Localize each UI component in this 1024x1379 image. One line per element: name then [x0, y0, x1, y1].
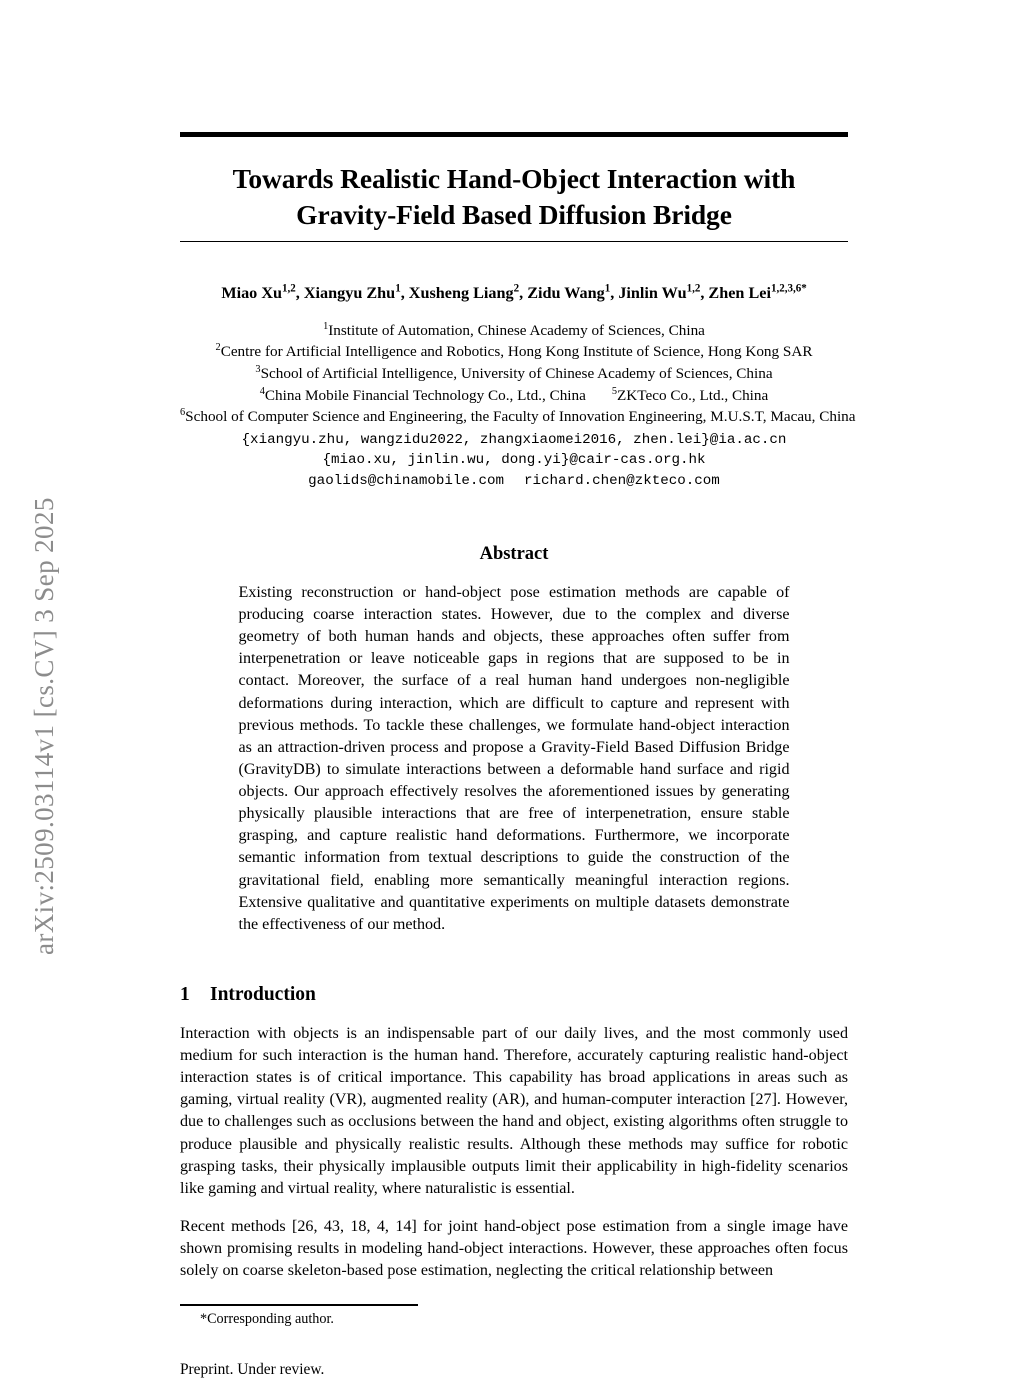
author-entry: Xusheng Liang2	[408, 282, 520, 302]
author-affil-marker: 1	[604, 282, 611, 295]
affiliation-list: 1Institute of Automation, Chinese Academ…	[180, 320, 856, 428]
email-address: gaolids@chinamobile.com	[308, 473, 504, 490]
affiliation-marker: 2	[215, 342, 221, 354]
author-affil-marker: 1,2	[686, 282, 701, 295]
author-affil-marker: 1,2,3,6*	[770, 282, 807, 295]
preprint-notice: Preprint. Under review.	[180, 1360, 325, 1378]
author-entry: Xiangyu Zhu1	[303, 282, 401, 302]
email-line: gaolids@chinamobile.com richard.chen@zkte…	[180, 471, 848, 492]
email-line: {miao.xu, jinlin.wu, dong.yi}@cair-cas.o…	[322, 452, 706, 469]
author-entry: Zhen Lei1,2,3,6*	[708, 282, 807, 302]
author-affil-marker: 1,2	[282, 282, 296, 295]
author-name: Xiangyu Zhu	[303, 283, 396, 302]
affiliation-text: China Mobile Financial Technology Co., L…	[264, 386, 586, 404]
author-name: Jinlin Wu	[618, 283, 687, 302]
author-name: Zhen Lei	[708, 283, 771, 302]
affiliation-text: Centre for Artificial Intelligence and R…	[220, 343, 813, 361]
author-entry: Miao Xu1,2	[221, 282, 296, 302]
footnote-rule	[180, 1304, 418, 1306]
affiliation-marker: 3	[255, 363, 261, 375]
author-affil-marker: 1	[395, 282, 401, 295]
affiliation-item: 4China Mobile Financial Technology Co., …	[180, 385, 848, 407]
affiliation-marker: 6	[180, 407, 186, 419]
intro-paragraph-2: Recent methods [26, 43, 18, 4, 14] for j…	[180, 1218, 848, 1280]
title-line-1: Towards Realistic Hand-Object Interactio…	[232, 163, 796, 194]
arxiv-stamp: arXiv:2509.03114v1 [cs.CV] 3 Sep 2025	[0, 0, 76, 1325]
abstract-body: Existing reconstruction or hand-object p…	[238, 583, 790, 933]
affiliation-marker: 4	[259, 385, 265, 397]
affiliation-text: Institute of Automation, Chinese Academy…	[328, 321, 705, 339]
author-list: Miao Xu1,2, Xiangyu Zhu1, Xusheng Liang2…	[221, 282, 807, 302]
affiliation-item: 3School of Artificial Intelligence, Univ…	[180, 363, 848, 385]
email-list: {xiangyu.zhu, wangzidu2022, zhangxiaomei…	[180, 430, 848, 492]
title-rule-top	[180, 132, 848, 137]
affiliation-text: ZKTeco Co., Ltd., China	[617, 386, 769, 404]
footnote-corresponding-author: *Corresponding author.	[200, 1310, 334, 1327]
arxiv-stamp-text: arXiv:2509.03114v1 [cs.CV] 3 Sep 2025	[29, 497, 59, 955]
email-address: richard.chen@zkteco.com	[524, 473, 720, 490]
affiliation-marker: 1	[323, 320, 329, 332]
author-affil-marker: 2	[513, 282, 520, 295]
title-line-2: Gravity-Field Based Diffusion Bridge	[296, 198, 732, 230]
affiliation-marker: 5	[611, 385, 618, 397]
intro-paragraph-1: Interaction with objects is an indispens…	[180, 1024, 848, 1197]
affiliation-item: 2Centre for Artificial Intelligence and …	[180, 341, 848, 363]
author-entry: Jinlin Wu1,2	[618, 282, 701, 302]
author-entry: Zidu Wang1	[527, 282, 611, 302]
affiliation-text: School of Computer Science and Engineeri…	[185, 408, 856, 426]
author-name: Xusheng Liang	[408, 283, 514, 302]
paper-page: Towards Realistic Hand-Object Interactio…	[180, 0, 856, 1378]
title-rule-bottom	[180, 240, 848, 242]
page-title: Towards Realistic Hand-Object Interactio…	[180, 161, 848, 233]
section-title: Introduction	[210, 983, 316, 1005]
section-number: 1	[180, 983, 190, 1005]
section-heading-introduction: 1 Introduction	[180, 984, 848, 1006]
abstract-heading: Abstract	[479, 543, 549, 564]
affiliation-item: 1Institute of Automation, Chinese Academ…	[180, 320, 848, 342]
author-name: Zidu Wang	[527, 283, 605, 302]
affiliation-text: School of Artificial Intelligence, Unive…	[260, 365, 773, 383]
affiliation-item: 6School of Computer Science and Engineer…	[180, 406, 856, 428]
email-line: {xiangyu.zhu, wangzidu2022, zhangxiaomei…	[241, 431, 787, 448]
author-name: Miao Xu	[221, 283, 283, 302]
